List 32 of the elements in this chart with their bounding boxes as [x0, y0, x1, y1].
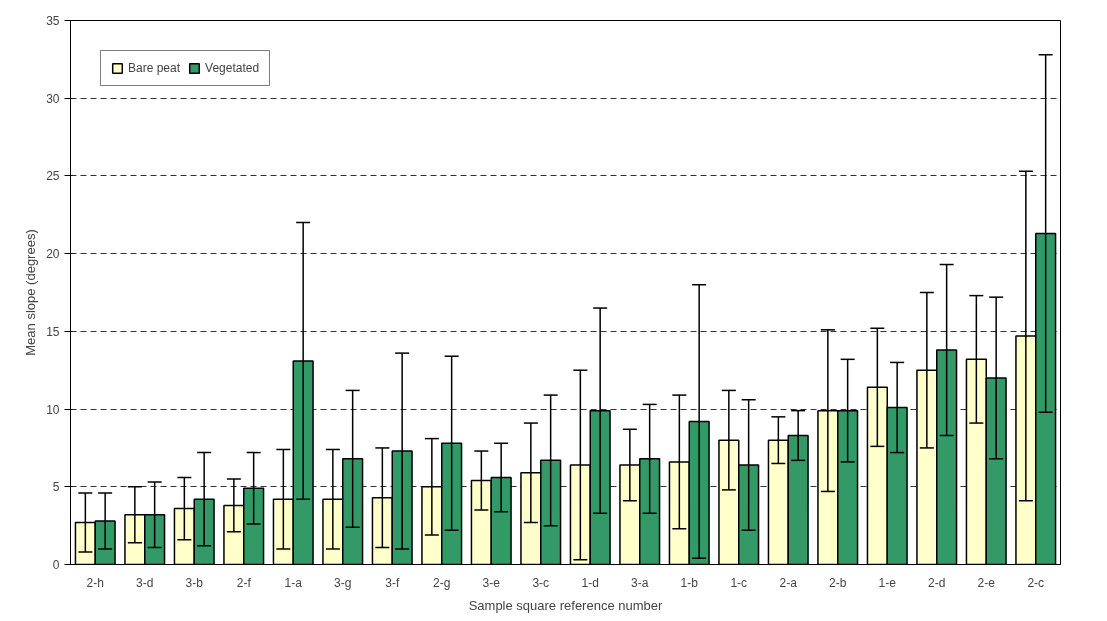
x-tick-label: 1-a [284, 575, 303, 590]
x-tick-label: 2-g [433, 575, 451, 590]
legend-label: Bare peat [128, 61, 181, 75]
y-tick-label: 30 [46, 91, 60, 106]
y-axis-title: Mean slope (degrees) [23, 229, 39, 356]
y-tick-label: 25 [46, 169, 60, 184]
x-tick-label: 3-a [631, 575, 649, 590]
x-tick-label: 3-d [136, 575, 154, 590]
x-tick-label: 1-b [680, 575, 699, 590]
y-tick-label: 5 [52, 480, 60, 495]
x-tick-label: 2-c [1027, 575, 1045, 590]
x-tick-label: 2-f [236, 575, 252, 590]
x-tick-label: 3-g [334, 575, 352, 590]
y-tick-label: 0 [52, 558, 60, 572]
x-tick-label: 2-a [779, 575, 798, 590]
x-tick-label: 1-d [581, 575, 599, 590]
y-tick-label: 15 [46, 324, 60, 339]
y-tick-label: 35 [46, 14, 60, 28]
x-tick-label: 2-d [928, 575, 946, 590]
y-tick-label: 20 [46, 247, 60, 262]
x-tick-label: 3-b [185, 575, 204, 590]
x-tick-label: 3-c [532, 575, 550, 590]
x-axis-title: Sample square reference number [468, 597, 663, 613]
x-tick-label: 2-h [86, 575, 104, 590]
x-tick-label: 3-e [482, 575, 501, 590]
x-tick-label: 2-e [977, 575, 996, 590]
y-tick-label: 10 [46, 402, 60, 417]
x-tick-label: 3-f [385, 575, 400, 590]
x-tick-label: 1-e [878, 575, 897, 590]
x-tick-label: 1-c [730, 575, 748, 590]
x-tick-label: 2-b [829, 575, 847, 590]
legend-label: Vegetated [205, 61, 260, 75]
